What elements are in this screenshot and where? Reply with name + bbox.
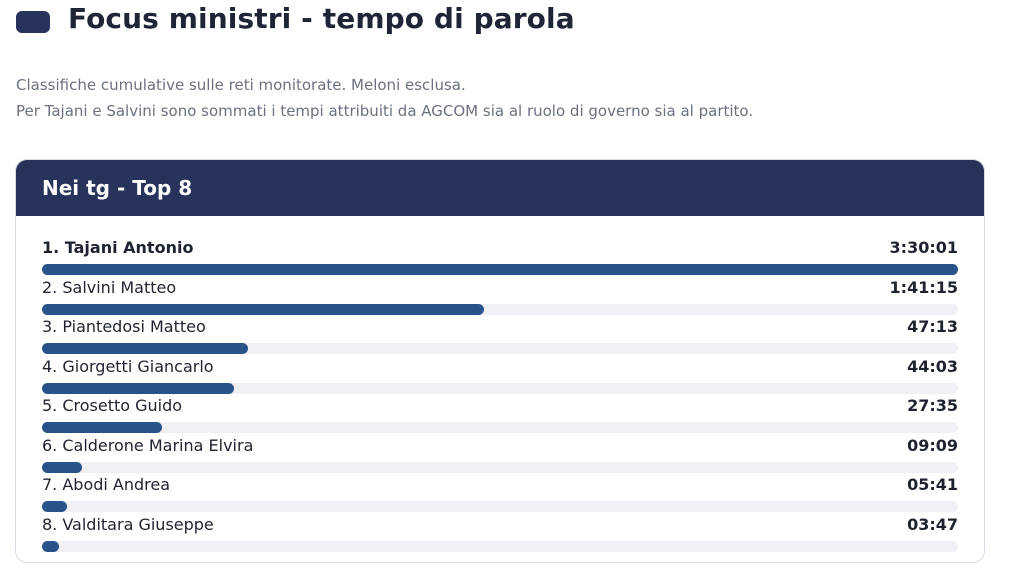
bar-track xyxy=(42,382,958,394)
minister-name: 2. Salvini Matteo xyxy=(42,277,177,297)
bar-fill xyxy=(42,540,59,552)
speaking-time-label: 09:09 xyxy=(907,435,958,455)
minister-name: 1. Tajani Antonio xyxy=(42,238,194,257)
ranking-row-header: 2. Salvini Matteo 1:41:15 xyxy=(42,276,958,300)
minister-name: 4. Giorgetti Giancarlo xyxy=(42,356,214,376)
ranking-row: 1. Tajani Antonio 3:30:01 xyxy=(42,236,958,276)
bar-fill xyxy=(42,501,67,512)
minister-name: 3. Piantedosi Matteo xyxy=(42,317,206,336)
bar-track xyxy=(42,540,958,552)
ranking-row-header: 7. Abodi Andrea 05:41 xyxy=(42,473,958,497)
bar-fill xyxy=(42,343,248,354)
ranking-row-header: 8. Valditara Giuseppe 03:47 xyxy=(42,513,958,537)
subtitle-line-2: Per Tajani e Salvini sono sommati i temp… xyxy=(16,102,754,120)
bar-track xyxy=(42,501,958,512)
ranking-row: 4. Giorgetti Giancarlo 44:03 xyxy=(42,355,958,395)
ranking-row: 5. Crosetto Guido 27:35 xyxy=(42,394,958,434)
bar-track xyxy=(42,264,958,275)
ranking-card: Nei tg - Top 8 1. Tajani Antonio 3:30:01 2… xyxy=(15,159,985,563)
ranking-row-header: 3. Piantedosi Matteo 47:13 xyxy=(42,315,958,339)
ranking-row-header: 5. Crosetto Guido 27:35 xyxy=(42,394,958,418)
ranking-row-header: 4. Giorgetti Giancarlo 44:03 xyxy=(42,355,958,379)
bar-track xyxy=(42,461,958,473)
minister-name: 6. Calderone Marina Elvira xyxy=(42,435,254,455)
speaking-time-label: 3:30:01 xyxy=(889,238,958,257)
ranking-row-header: 1. Tajani Antonio 3:30:01 xyxy=(42,236,958,260)
bar-fill xyxy=(42,303,484,315)
bar-track xyxy=(42,303,958,315)
title-badge-icon xyxy=(16,10,50,33)
bar-fill xyxy=(42,264,958,275)
card-header: Nei tg - Top 8 xyxy=(16,160,984,216)
bar-track xyxy=(42,422,958,433)
ranking-row: 2. Salvini Matteo 1:41:15 xyxy=(42,276,958,316)
ranking-row: 3. Piantedosi Matteo 47:13 xyxy=(42,315,958,355)
subtitle-line-1: Classifiche cumulative sulle reti monito… xyxy=(16,76,466,94)
minister-name: 5. Crosetto Guido xyxy=(42,396,183,415)
ranking-row: 8. Valditara Giuseppe 03:47 xyxy=(42,513,958,553)
subtitle: Classifiche cumulative sulle reti monito… xyxy=(16,72,753,124)
bar-track xyxy=(42,343,958,354)
bar-fill xyxy=(42,461,82,473)
ranking-row-header: 6. Calderone Marina Elvira 09:09 xyxy=(42,434,958,458)
ranking-row: 6. Calderone Marina Elvira 09:09 xyxy=(42,434,958,474)
minister-name: 7. Abodi Andrea xyxy=(42,475,171,494)
title-row: Focus ministri - tempo di parola xyxy=(16,2,575,35)
speaking-time-label: 27:35 xyxy=(907,396,958,415)
bar-fill xyxy=(42,422,163,433)
minister-name: 8. Valditara Giuseppe xyxy=(42,514,214,534)
card-title: Nei tg - Top 8 xyxy=(42,176,193,200)
page-title: Focus ministri - tempo di parola xyxy=(68,2,575,35)
speaking-time-label: 1:41:15 xyxy=(889,277,958,297)
speaking-time-label: 44:03 xyxy=(907,356,958,376)
ranking-row: 7. Abodi Andrea 05:41 xyxy=(42,473,958,513)
speaking-time-label: 47:13 xyxy=(907,317,958,336)
speaking-time-label: 05:41 xyxy=(907,475,958,494)
bar-fill xyxy=(42,382,235,394)
ranking-list: 1. Tajani Antonio 3:30:01 2. Salvini Matte… xyxy=(16,216,984,552)
speaking-time-label: 03:47 xyxy=(907,514,958,534)
